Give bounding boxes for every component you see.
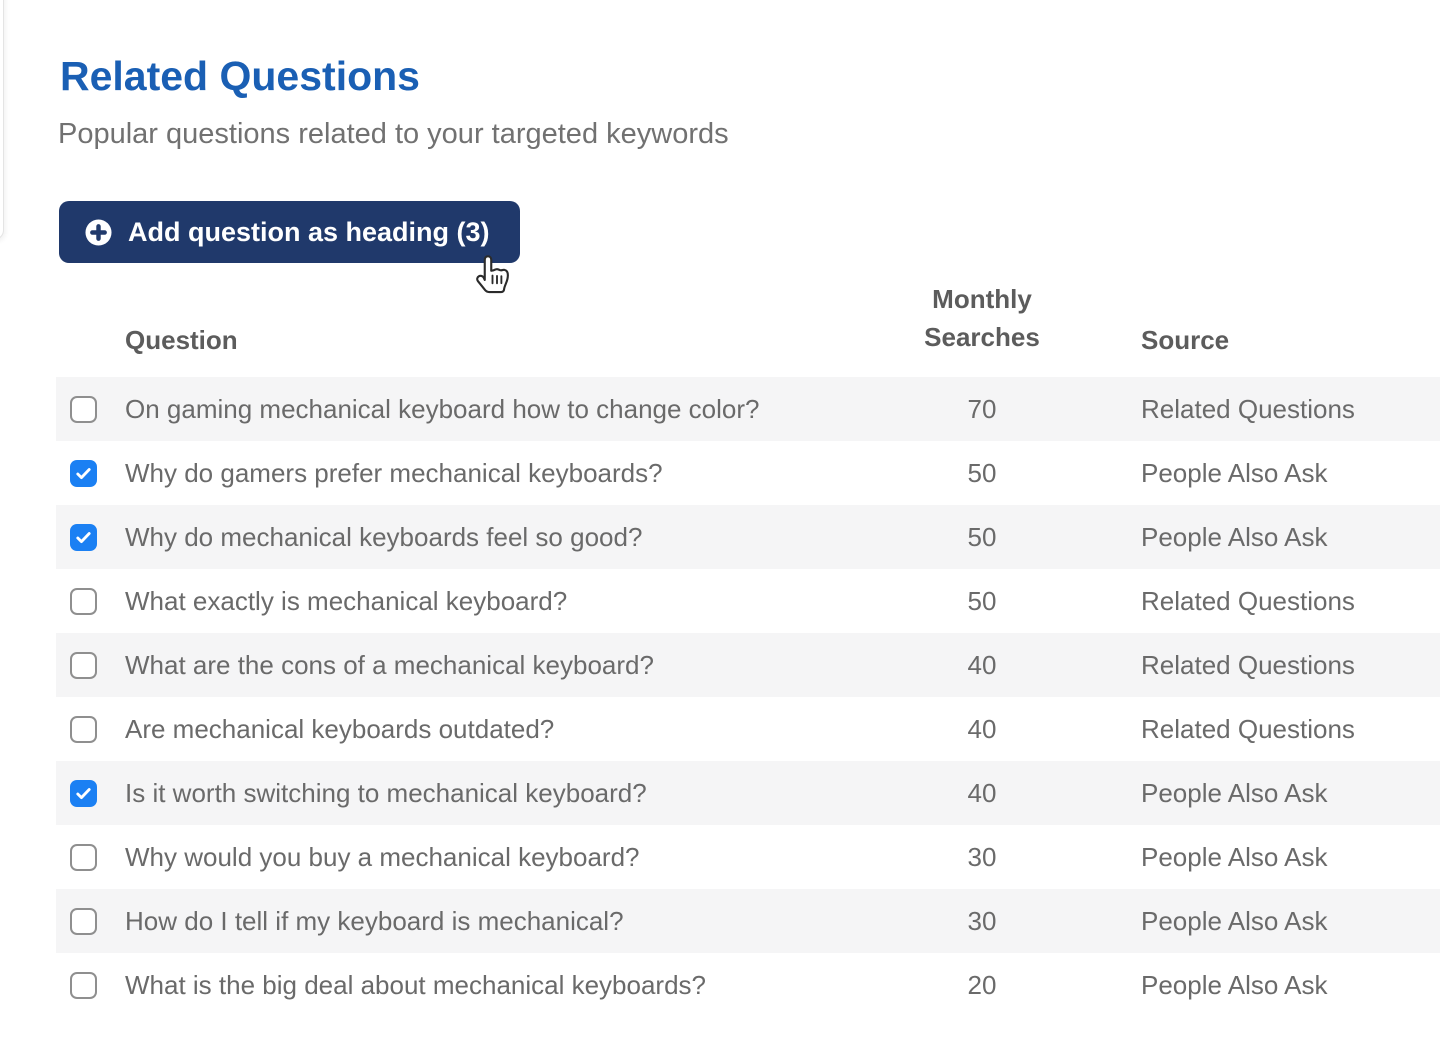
question-checkbox[interactable] — [70, 395, 97, 423]
column-header-monthly-line1: Monthly — [932, 284, 1032, 314]
table-row: On gaming mechanical keyboard how to cha… — [56, 377, 1440, 441]
column-header-monthly-searches: Monthly Searches — [917, 280, 1047, 356]
question-text: What are the cons of a mechanical keyboa… — [125, 649, 654, 680]
header-checkbox-spacer — [70, 329, 97, 356]
question-text: Why do mechanical keyboards feel so good… — [125, 521, 643, 552]
question-text: What is the big deal about mechanical ke… — [125, 969, 707, 1000]
page-subtitle: Popular questions related to your target… — [58, 118, 729, 150]
monthly-searches-value: 50 — [967, 522, 997, 552]
monthly-searches-value: 70 — [967, 394, 997, 424]
column-header-question: Question — [125, 325, 238, 355]
source-value: Related Questions — [1141, 649, 1355, 680]
monthly-searches-value: 40 — [967, 650, 997, 680]
question-checkbox[interactable] — [70, 971, 97, 999]
table-row: Is it worth switching to mechanical keyb… — [56, 761, 1440, 825]
monthly-searches-value: 40 — [967, 778, 997, 808]
question-checkbox[interactable] — [70, 907, 97, 935]
table-row: Why would you buy a mechanical keyboard?… — [56, 825, 1440, 889]
checkmark-icon — [76, 531, 91, 543]
monthly-searches-value: 40 — [967, 714, 997, 744]
add-question-as-heading-button[interactable]: Add question as heading (3) — [59, 201, 520, 263]
table-row: What are the cons of a mechanical keyboa… — [56, 633, 1440, 697]
question-text: On gaming mechanical keyboard how to cha… — [125, 393, 760, 424]
question-text: How do I tell if my keyboard is mechanic… — [125, 905, 624, 936]
source-value: Related Questions — [1141, 585, 1355, 616]
checkmark-icon — [76, 467, 91, 479]
table-row: Are mechanical keyboards outdated? 40 Re… — [56, 697, 1440, 761]
question-text: Are mechanical keyboards outdated? — [125, 713, 555, 744]
question-checkbox[interactable] — [70, 843, 97, 871]
adjacent-panel-edge — [0, 0, 4, 240]
table-row: What is the big deal about mechanical ke… — [56, 953, 1440, 1017]
monthly-searches-value: 50 — [967, 458, 997, 488]
source-value: Related Questions — [1141, 713, 1355, 744]
question-checkbox[interactable] — [70, 587, 97, 615]
column-header-source: Source — [1141, 325, 1230, 355]
question-text: What exactly is mechanical keyboard? — [125, 585, 568, 616]
question-checkbox[interactable] — [70, 459, 97, 487]
question-checkbox[interactable] — [70, 651, 97, 679]
question-checkbox[interactable] — [70, 523, 97, 551]
plus-circle-icon — [85, 218, 112, 246]
source-value: Related Questions — [1141, 393, 1355, 424]
checkmark-icon — [76, 787, 91, 799]
add-question-button-label: Add question as heading (3) — [128, 216, 490, 247]
question-checkbox[interactable] — [70, 715, 97, 743]
table-row: Why do gamers prefer mechanical keyboard… — [56, 441, 1440, 505]
monthly-searches-value: 30 — [967, 906, 997, 936]
table-row: Why do mechanical keyboards feel so good… — [56, 505, 1440, 569]
source-value: People Also Ask — [1141, 457, 1328, 488]
question-text: Is it worth switching to mechanical keyb… — [125, 777, 647, 808]
source-value: People Also Ask — [1141, 905, 1328, 936]
source-value: People Also Ask — [1141, 841, 1328, 872]
source-value: People Also Ask — [1141, 521, 1328, 552]
page-title: Related Questions — [60, 53, 420, 100]
source-value: People Also Ask — [1141, 969, 1328, 1000]
question-text: Why do gamers prefer mechanical keyboard… — [125, 457, 663, 488]
monthly-searches-value: 20 — [967, 970, 997, 1000]
question-text: Why would you buy a mechanical keyboard? — [125, 841, 640, 872]
table-row: How do I tell if my keyboard is mechanic… — [56, 889, 1440, 953]
column-header-monthly-line2: Searches — [924, 322, 1040, 352]
question-checkbox[interactable] — [70, 779, 97, 807]
questions-table-body: On gaming mechanical keyboard how to cha… — [56, 377, 1440, 1017]
source-value: People Also Ask — [1141, 777, 1328, 808]
monthly-searches-value: 30 — [967, 842, 997, 872]
monthly-searches-value: 50 — [967, 586, 997, 616]
table-row: What exactly is mechanical keyboard? 50 … — [56, 569, 1440, 633]
table-header-row: Question Monthly Searches Source — [56, 283, 1440, 377]
